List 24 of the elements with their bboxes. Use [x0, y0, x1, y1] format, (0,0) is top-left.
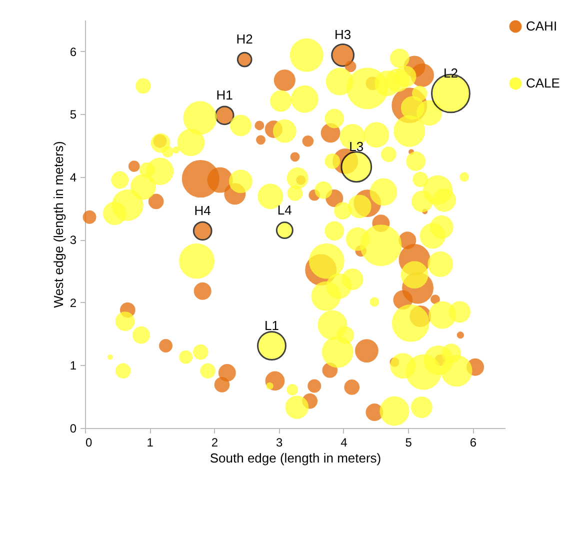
x-tick-label: 6 [470, 436, 477, 450]
x-tick-label: 1 [146, 436, 154, 450]
annotation: H3 [334, 27, 352, 42]
x-tick-label: 0 [86, 436, 92, 450]
x-tick-label: 5 [405, 436, 412, 450]
x-tick-label: 4 [340, 436, 348, 450]
annotation: L1 [264, 318, 279, 333]
y-tick-label: 3 [70, 233, 77, 248]
x-tick-label: 2 [211, 436, 218, 450]
x-axis-title: South edge (length in meters) [210, 450, 382, 466]
y-tick-label: 5 [70, 108, 77, 122]
y-tick-label: 1 [70, 358, 77, 373]
annotation: H1 [216, 87, 233, 102]
legend-label: CAHI [526, 18, 558, 34]
y-axis-title: West edge (length in meters) [50, 141, 66, 308]
y-tick-label: 4 [70, 170, 77, 184]
annotation: H4 [194, 202, 211, 218]
annotation: L4 [277, 202, 292, 218]
y-tick-label: 6 [70, 44, 77, 59]
y-tick-label: 2 [70, 296, 77, 310]
legend-label: CALE [526, 76, 560, 90]
annotation: H2 [236, 32, 253, 47]
y-tick-label: 0 [70, 422, 77, 436]
x-tick-label: 3 [276, 436, 283, 450]
